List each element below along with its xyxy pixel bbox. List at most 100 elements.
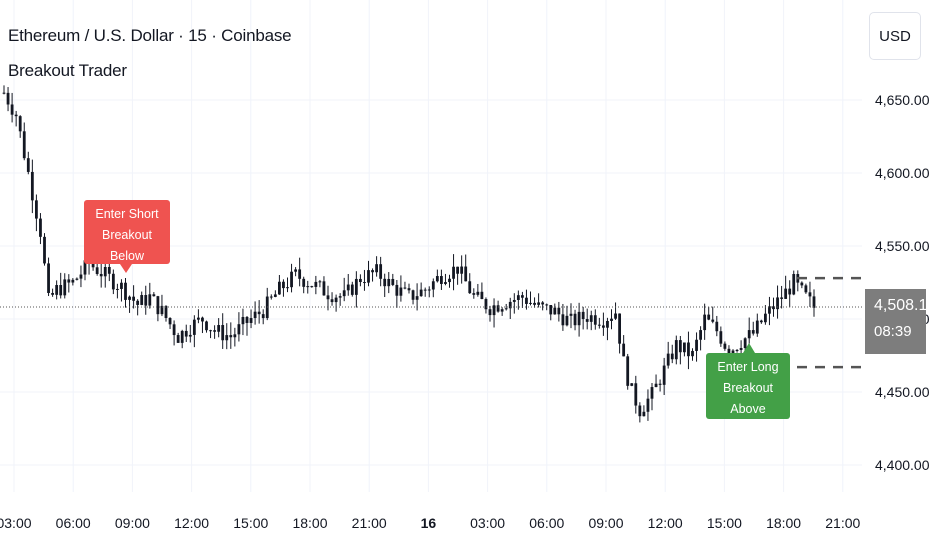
candle-body [723,343,727,349]
candle-body [180,330,184,343]
candle-body [581,311,585,320]
candle-body [132,296,135,301]
currency-button[interactable]: USD [869,12,921,60]
candle-body [354,278,358,295]
candle-body [496,305,500,312]
y-axis-tick-label: 4,600.00 [875,165,930,181]
candle-body [290,271,293,288]
candle-body [217,325,221,332]
x-axis-tick-label: 18:00 [292,515,327,531]
candle-body [371,270,374,273]
candle-body [456,266,459,274]
candle-body [160,305,164,315]
candle-body [537,302,540,305]
candle-body [557,307,561,315]
candle-body [71,279,75,283]
candle-body [318,281,322,283]
candle-body [47,263,50,293]
candle-body [751,330,755,334]
candle-body [249,318,253,323]
x-axis-tick-label: 03:00 [470,515,505,531]
candle-body [699,330,702,340]
x-axis-tick-label: 15:00 [233,515,268,531]
candle-body [784,288,788,299]
x-axis-tick-label: 09:00 [588,515,623,531]
candle-body [184,330,188,337]
candle-body [772,306,775,310]
candle-body [26,158,30,172]
y-axis-tick-label: 4,400.00 [875,457,930,473]
candle-body [91,263,95,268]
candle-body [452,266,455,279]
candle-body [257,311,261,315]
candle-body [800,282,804,286]
candle-body [411,290,415,300]
last-price-label: 4,508.19 08:39 [865,289,932,354]
candle-body [342,290,346,297]
candle-body [585,319,589,322]
candle-body [120,282,123,289]
candle-body [229,335,233,338]
candle-body [691,350,694,357]
candle-body [99,273,103,277]
x-axis-tick-label: 09:00 [115,515,150,531]
short-signal-line2: Breakout Below [101,228,153,263]
candle-body [273,294,277,297]
candle-body [727,348,731,357]
candle-body [359,278,362,283]
candle-body [423,289,427,291]
candle-body [508,301,512,309]
candle-body [516,295,520,300]
candle-body [63,279,67,296]
candle-body [634,383,638,406]
candle-body [310,286,314,288]
candle-body [646,398,650,412]
candle-body [237,324,241,335]
candle-body [395,284,399,296]
candle-body [379,264,383,279]
candle-body [492,305,496,316]
candle-body [294,269,297,272]
candle-body [695,339,698,351]
candle-body [95,267,99,274]
candle-body [245,316,249,323]
candle-body [152,294,156,297]
candle-body [192,319,196,335]
bar-countdown: 08:39 [874,323,912,340]
candle-body [43,236,46,264]
candle-body [577,311,581,326]
x-axis-tick-label: 06:00 [529,515,564,531]
candle-body [18,116,22,132]
candle-body [561,314,565,326]
candle-body [670,353,674,360]
candle-body [529,302,532,304]
candle-body [107,266,111,274]
candle-body [35,200,38,219]
candle-body [678,340,682,353]
x-axis-tick-label: 12:00 [648,515,683,531]
candle-body [156,296,160,315]
candle-body [55,285,59,295]
candle-body [650,387,654,399]
candle-body [658,383,662,385]
candle-body [383,278,387,287]
candle-body [565,315,569,326]
x-axis-tick-label: 21:00 [352,515,387,531]
candle-body [375,264,378,273]
x-axis-tick-label: 21:00 [825,515,860,531]
candle-body [715,321,719,332]
candle-body [39,218,42,237]
indicator-name[interactable]: Breakout Trader [8,61,127,80]
candle-body [367,270,370,283]
candle-body [525,297,528,304]
candle-body [144,295,148,306]
long-signal-line2: Breakout Above [722,381,774,416]
candle-body [707,314,711,320]
symbol-title[interactable]: Ethereum / U.S. Dollar · 15 · Coinbase [8,26,292,45]
candle-body [792,274,796,295]
candle-body [338,296,342,298]
candle-body [10,104,14,115]
candle-body [225,335,229,341]
